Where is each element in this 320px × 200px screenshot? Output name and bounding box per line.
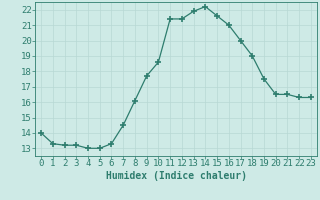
X-axis label: Humidex (Indice chaleur): Humidex (Indice chaleur)	[106, 171, 246, 181]
